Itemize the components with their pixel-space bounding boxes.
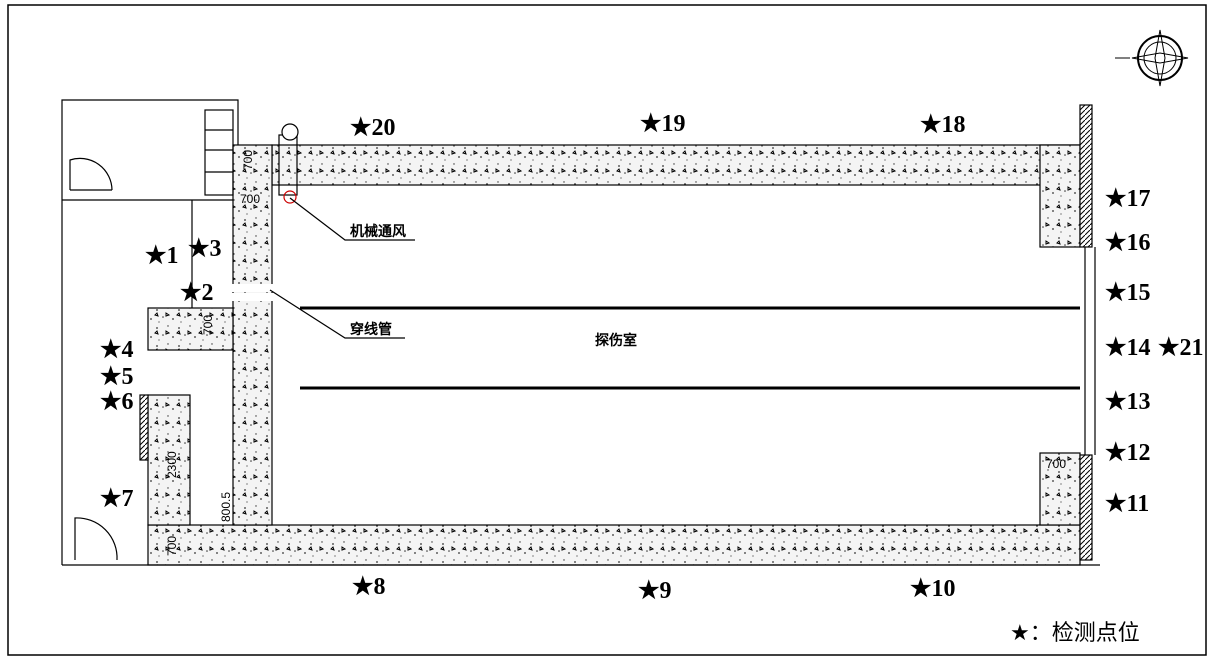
frame	[7, 4, 1207, 656]
dimension-label: 700	[241, 150, 255, 170]
label: 机械通风	[350, 223, 406, 240]
point-label: ★12	[1105, 440, 1151, 466]
point-label: ★5	[100, 364, 134, 390]
point-label: ★11	[1105, 491, 1149, 517]
legend: ★：检测点位	[1010, 621, 1140, 646]
point-label: ★2	[180, 280, 214, 306]
point-label: ★10	[910, 576, 956, 602]
point-label: ★16	[1105, 230, 1151, 256]
point-label: ★9	[638, 578, 672, 604]
dimension-label: 700	[240, 192, 260, 206]
point-label: ★13	[1105, 389, 1151, 415]
point-label: ★17	[1105, 186, 1151, 212]
points: ★1 ★3 ★2 ★4★5★6 ★7 ★8 ★9 ★10 ★11 ★12 ★13 ★14 ★21 ★15 ★…	[100, 111, 1204, 604]
label: 穿线管	[350, 321, 392, 338]
point-label: ★1	[145, 243, 179, 269]
dimension-label: 700	[201, 315, 215, 335]
point-label: ★18	[920, 112, 966, 138]
lines	[61, 99, 1100, 566]
point-label: ★15	[1105, 280, 1151, 306]
dimensions: 700 700 700 2300 800.5 700 700	[165, 150, 1066, 556]
dimension-label: 700	[1046, 457, 1066, 471]
point-label: ★19	[640, 111, 686, 137]
dimension-label: 800.5	[219, 492, 233, 522]
point-label: ★21	[1158, 335, 1204, 361]
dimension-label: 2300	[165, 451, 179, 478]
walls	[139, 104, 1093, 566]
point-label: ★4	[100, 337, 134, 363]
dimension-label: 700	[165, 536, 179, 556]
compass	[1115, 29, 1189, 87]
point-label: ★7	[100, 486, 134, 512]
point-label: ★6	[100, 389, 134, 415]
room-label: 探伤室	[595, 332, 637, 349]
point-label: ★20	[350, 115, 396, 141]
point-label: ★8	[352, 574, 386, 600]
point-label: ★14	[1105, 335, 1151, 361]
point-label: ★3	[188, 236, 222, 262]
